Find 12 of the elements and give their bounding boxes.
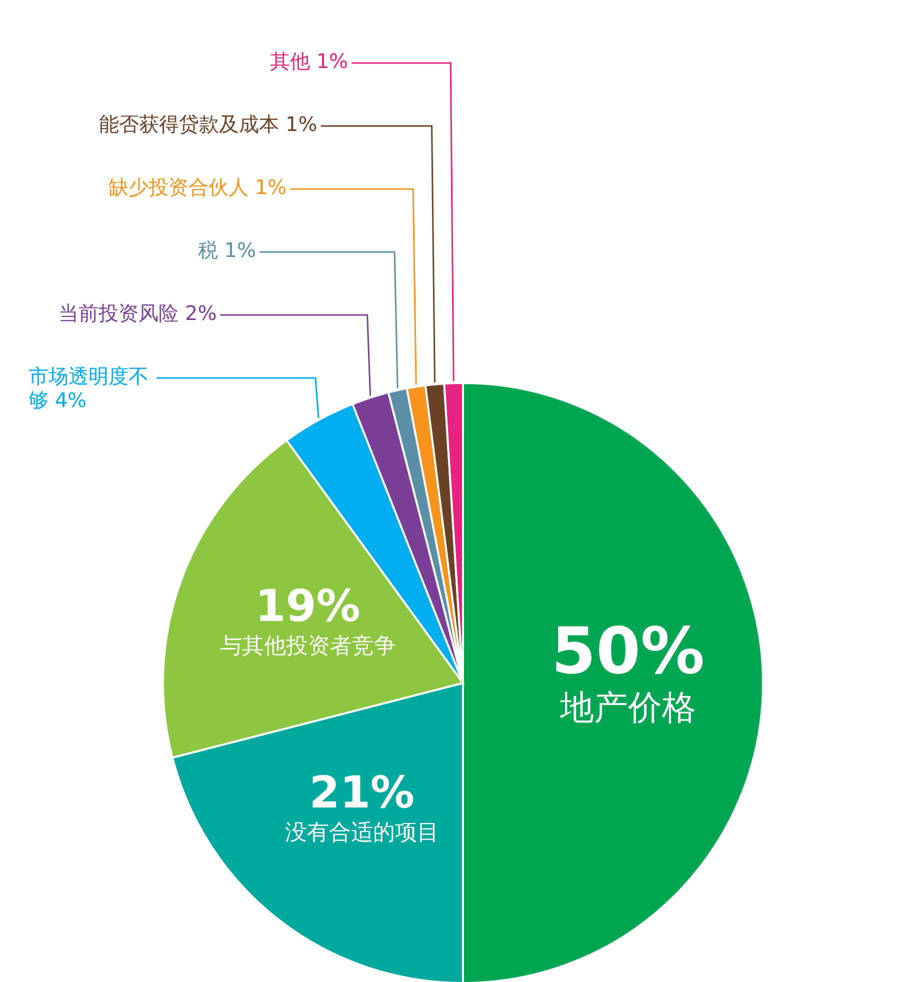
slice-label: 市场透明度不够 4% — [28, 364, 148, 412]
slice-label: 没有合适的项目 — [284, 820, 439, 846]
data-label: 50% — [551, 615, 705, 689]
slice-label: 与其他投资者竞争 — [220, 634, 396, 660]
slice-label: 当前投资风险 2% — [58, 301, 217, 326]
data-label: 19% — [255, 581, 360, 632]
data-label: 21% — [309, 767, 415, 818]
slice-label: 缺少投资合伙人 1% — [108, 175, 287, 200]
slice-label: 能否获得贷款及成本 1% — [99, 112, 318, 136]
slice-label: 地产价格 — [559, 688, 696, 728]
slice-label: 税 1% — [198, 238, 256, 262]
slice-label: 其他 1% — [270, 49, 348, 74]
